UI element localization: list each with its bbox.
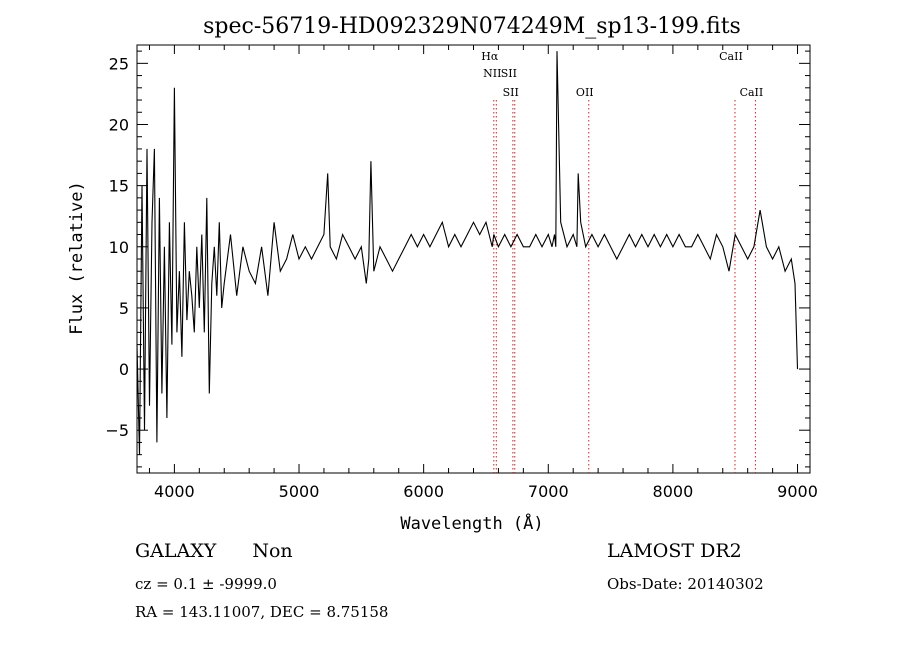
y-tick-label: 25 [109, 54, 129, 73]
x-tick-label: 4000 [154, 482, 195, 501]
emission-line-label: CaII [740, 86, 764, 99]
survey-name: LAMOST DR2 [607, 540, 742, 562]
emission-line-label: NII [483, 67, 501, 80]
x-tick-label: 8000 [653, 482, 694, 501]
y-tick-label: 0 [119, 360, 129, 379]
y-tick-label: 20 [109, 115, 129, 134]
redshift-text: cz = 0.1 ± -9999.0 [135, 575, 277, 593]
y-axis-label: Flux (relative) [67, 181, 87, 335]
spectrum-line [136, 51, 799, 455]
emission-line-markers: Hα NII SII SII OII CaII CaII [481, 50, 763, 473]
y-tick-label: 5 [119, 299, 129, 318]
emission-line-label: CaII [719, 50, 743, 63]
object-class: GALAXY [135, 540, 217, 562]
emission-line-label: SII [501, 67, 517, 80]
x-tick-label: 9000 [777, 482, 818, 501]
y-tick-label: 10 [109, 238, 129, 257]
object-subclass: Non [252, 540, 293, 562]
x-tick-label: 7000 [528, 482, 569, 501]
x-tick-label: 6000 [403, 482, 444, 501]
emission-line-label: OII [576, 86, 594, 99]
y-tick-label: −5 [105, 421, 129, 440]
chart-title: spec-56719-HD092329N074249M_sp13-199.fit… [203, 14, 741, 39]
obs-date-text: Obs-Date: 20140302 [607, 575, 764, 593]
axis-ticks: 4000 5000 6000 7000 8000 9000 −5 0 5 10 15 20 25 [105, 45, 818, 501]
coordinates-text: RA = 143.11007, DEC = 8.75158 [135, 603, 389, 621]
y-tick-label: 15 [109, 177, 129, 196]
plot-frame [136, 44, 811, 474]
emission-line-label: SII [503, 86, 519, 99]
x-axis-label: Wavelength (Å) [400, 512, 543, 534]
emission-line-label: Hα [481, 50, 499, 63]
x-tick-label: 5000 [279, 482, 320, 501]
